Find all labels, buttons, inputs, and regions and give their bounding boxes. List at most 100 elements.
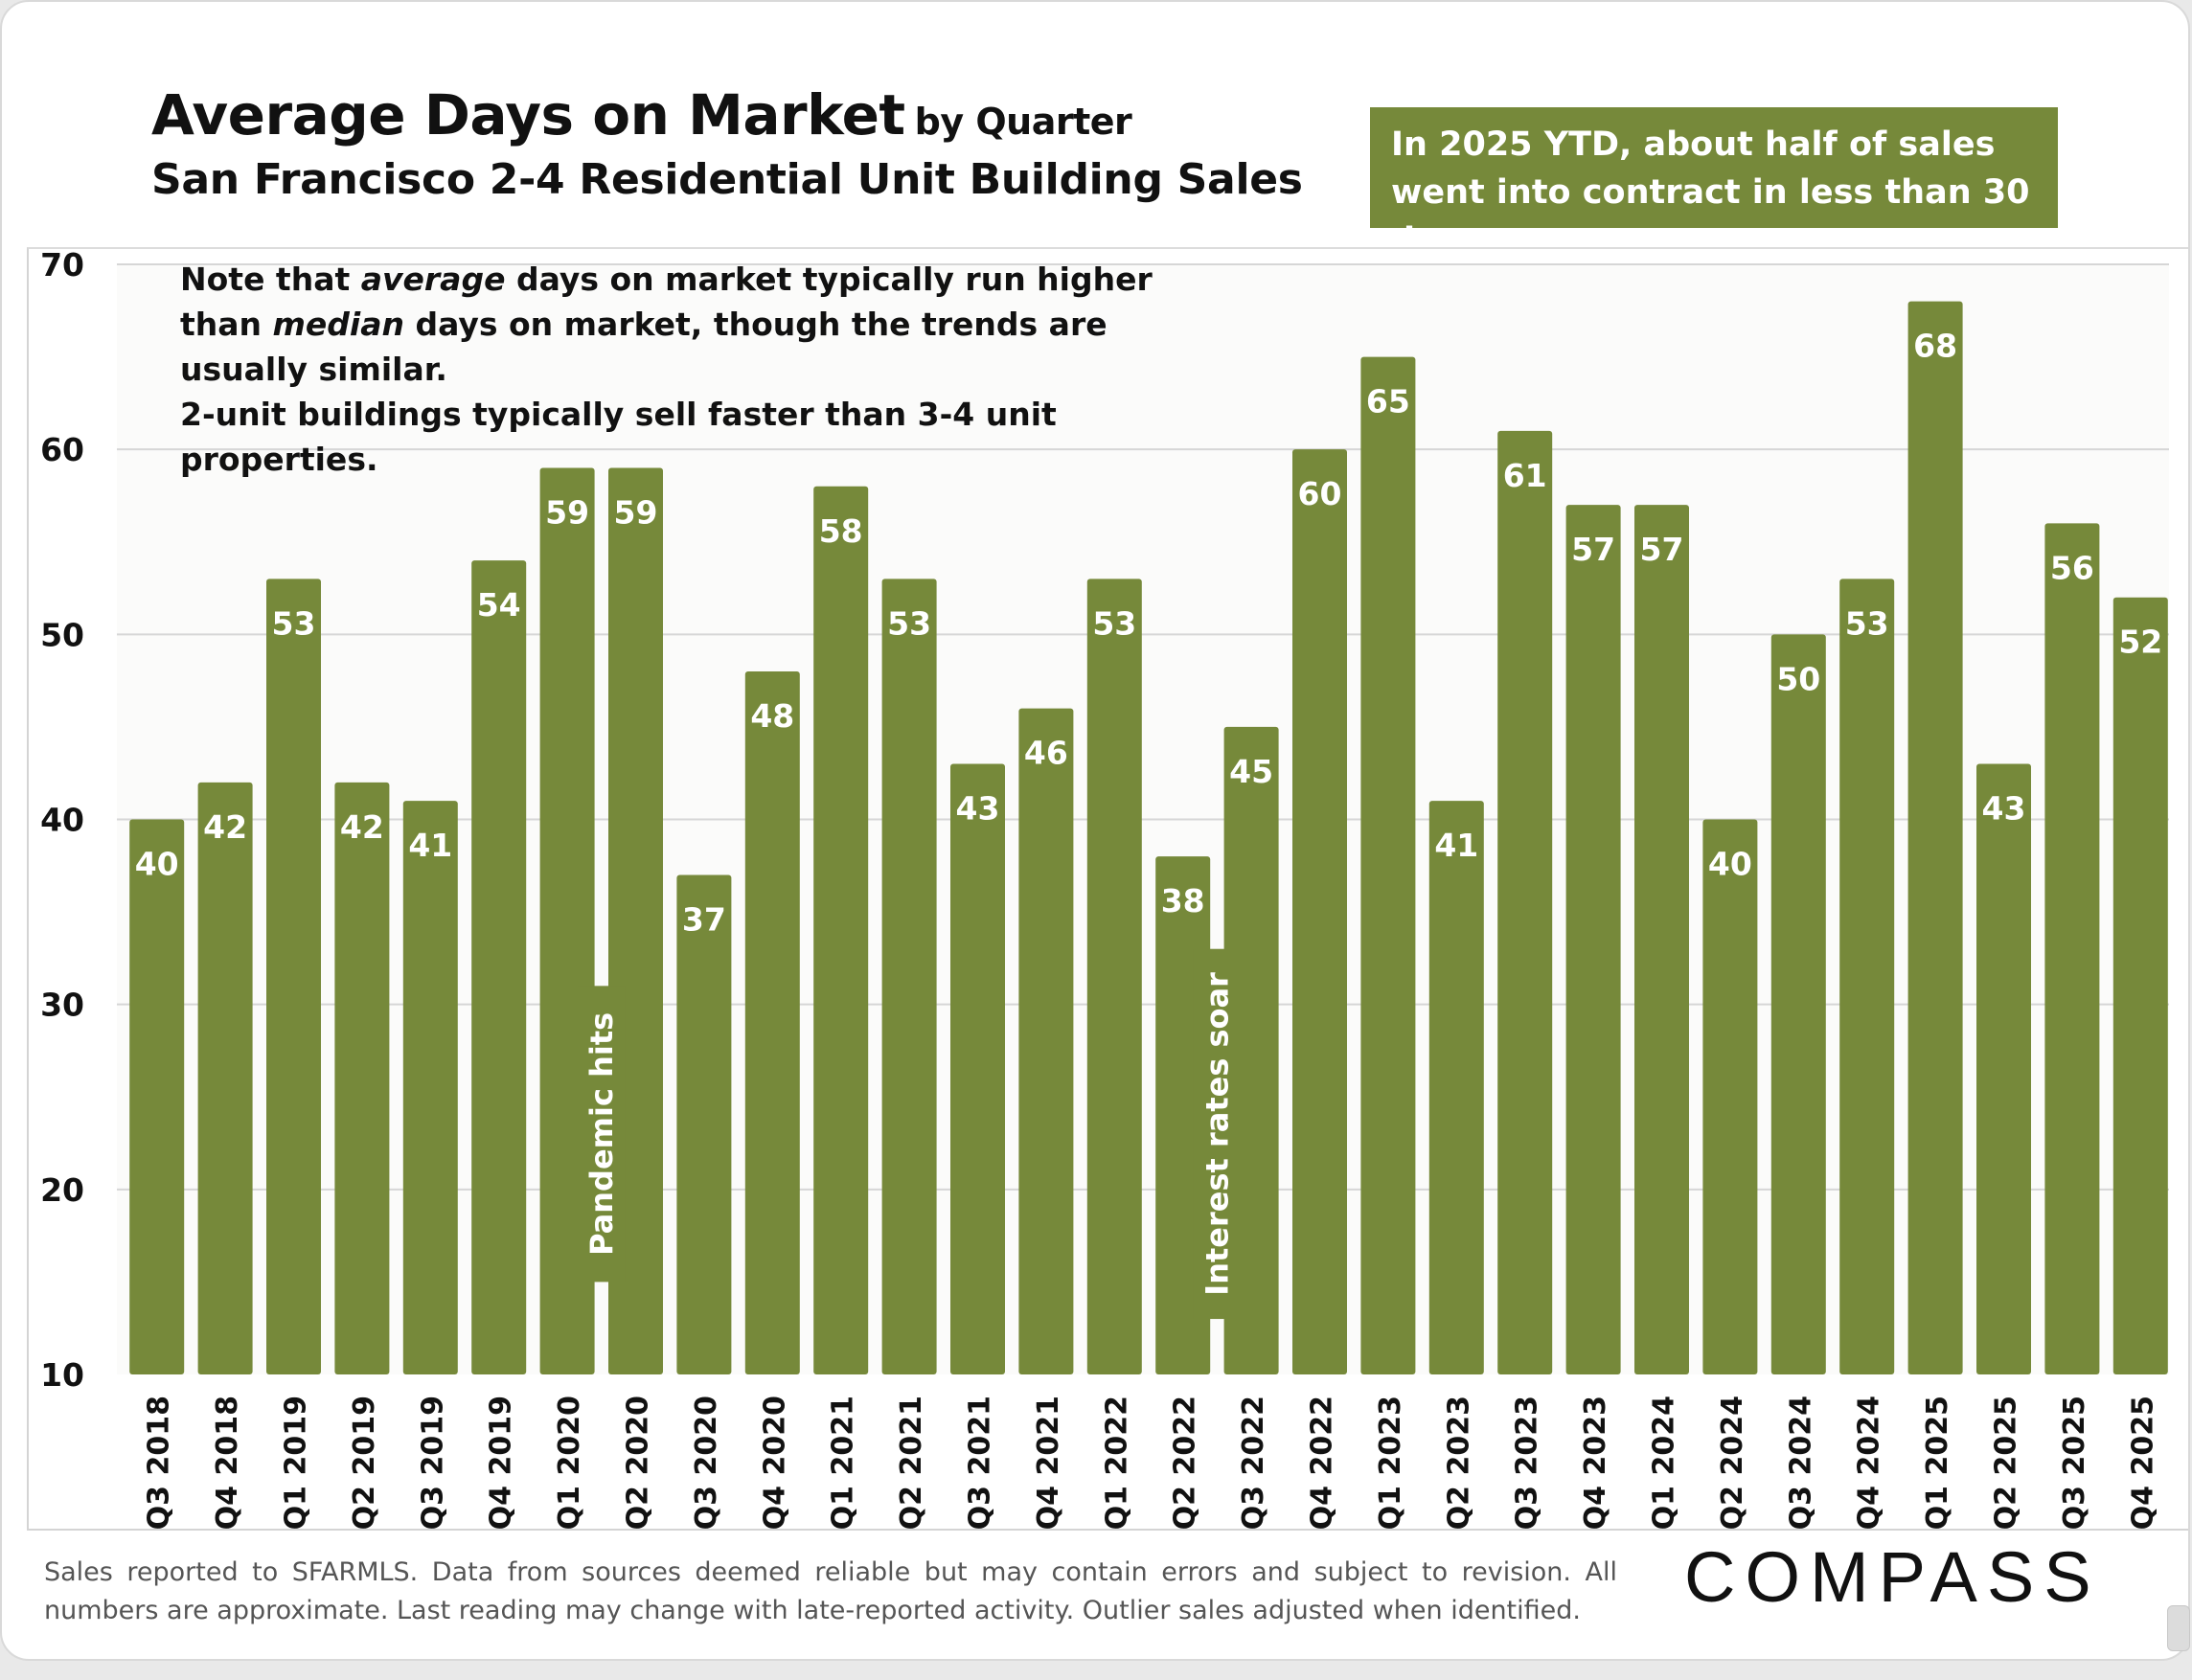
chart-title-suffix: by Quarter bbox=[914, 101, 1132, 143]
bar bbox=[1976, 763, 2031, 1374]
annotation-band bbox=[577, 986, 626, 1283]
x-tick-label: Q4 2025 bbox=[2126, 1396, 2159, 1530]
x-tick-label: Q4 2019 bbox=[485, 1396, 518, 1530]
data-label: 38 bbox=[1161, 882, 1205, 919]
x-tick-label: Q1 2024 bbox=[1648, 1396, 1681, 1530]
bar bbox=[2044, 523, 2100, 1374]
x-tick-label: Q3 2022 bbox=[1237, 1396, 1270, 1530]
data-label: 59 bbox=[614, 493, 658, 531]
x-tick-label: Q3 2023 bbox=[1511, 1396, 1544, 1530]
data-label: 52 bbox=[2118, 624, 2162, 661]
bar bbox=[1565, 505, 1621, 1374]
y-tick-label: 20 bbox=[40, 1171, 84, 1209]
x-tick-label: Q3 2018 bbox=[143, 1396, 176, 1530]
chart-note: Note that average days on market typical… bbox=[180, 257, 1196, 482]
annotation-label: Interest rates soar bbox=[1199, 972, 1235, 1296]
x-tick-label: Q4 2021 bbox=[1032, 1396, 1065, 1530]
chart-title-text: Average Days on Market bbox=[151, 82, 905, 148]
annotation-label: Pandemic hits bbox=[583, 1012, 620, 1256]
bar bbox=[266, 579, 321, 1374]
data-label: 43 bbox=[1982, 790, 2026, 828]
data-label: 68 bbox=[1913, 328, 1957, 365]
data-label: 43 bbox=[956, 790, 1000, 828]
bar bbox=[1018, 708, 1074, 1374]
x-tick-label: Q1 2025 bbox=[1921, 1396, 1954, 1530]
x-tick-label: Q1 2020 bbox=[553, 1396, 586, 1530]
data-label: 40 bbox=[135, 846, 179, 883]
bar bbox=[1086, 579, 1142, 1374]
data-label: 41 bbox=[1434, 827, 1478, 864]
x-tick-label: Q4 2018 bbox=[211, 1396, 244, 1530]
y-tick-label: 50 bbox=[40, 616, 84, 653]
data-label: 45 bbox=[1229, 753, 1273, 790]
bar bbox=[129, 819, 185, 1374]
bar bbox=[1292, 449, 1347, 1375]
data-label: 50 bbox=[1776, 660, 1820, 697]
note-emphasis-median: median bbox=[272, 306, 404, 343]
data-label: 48 bbox=[750, 697, 794, 735]
data-label: 65 bbox=[1366, 383, 1410, 420]
data-label: 53 bbox=[272, 604, 316, 642]
bar bbox=[1770, 634, 1826, 1374]
bar bbox=[1497, 430, 1553, 1375]
y-tick-label: 10 bbox=[40, 1356, 84, 1394]
bar bbox=[950, 763, 1005, 1374]
x-tick-label: Q2 2024 bbox=[1716, 1396, 1749, 1530]
y-tick-label: 40 bbox=[40, 802, 84, 839]
x-tick-label: Q2 2025 bbox=[1990, 1396, 2023, 1530]
data-label: 57 bbox=[1640, 531, 1684, 568]
bar bbox=[1907, 301, 1963, 1375]
bar bbox=[1839, 579, 1895, 1374]
data-label: 40 bbox=[1708, 846, 1752, 883]
footer-disclaimer: Sales reported to SFARMLS. Data from sou… bbox=[44, 1557, 1617, 1625]
x-tick-label: Q3 2019 bbox=[416, 1396, 449, 1530]
data-label: 42 bbox=[203, 808, 247, 846]
compass-logo: COMPASS bbox=[1684, 1537, 2101, 1617]
bar bbox=[881, 579, 937, 1374]
data-label: 37 bbox=[682, 900, 726, 938]
chart-title: Average Days on Market by Quarter bbox=[151, 82, 1303, 148]
x-tick-label: Q3 2024 bbox=[1784, 1396, 1817, 1530]
bar-chart: 10 20 30 40 50 60 70 40 Q3 2018 42 Q4 2018 53 Q1 201… bbox=[40, 246, 2169, 1530]
data-label: 56 bbox=[2050, 549, 2094, 586]
x-tick-label: Q1 2019 bbox=[280, 1396, 313, 1530]
chart-subtitle: San Francisco 2-4 Residential Unit Build… bbox=[151, 155, 1303, 204]
x-tick-label: Q4 2020 bbox=[758, 1396, 791, 1530]
data-label: 53 bbox=[1092, 604, 1136, 642]
note-text-line3: 2-unit buildings typically sell faster t… bbox=[180, 396, 1057, 478]
bar bbox=[813, 486, 869, 1374]
x-tick-label: Q3 2025 bbox=[2058, 1396, 2091, 1530]
data-label: 57 bbox=[1571, 531, 1615, 568]
bar bbox=[1702, 819, 1758, 1374]
bar bbox=[1428, 801, 1484, 1374]
bar bbox=[2112, 597, 2168, 1374]
data-label: 58 bbox=[819, 512, 863, 550]
scrollbar-thumb[interactable] bbox=[2167, 1605, 2190, 1651]
data-label: 46 bbox=[1024, 735, 1068, 772]
x-tick-label: Q3 2020 bbox=[690, 1396, 723, 1530]
y-tick-label: 70 bbox=[40, 246, 84, 284]
bar bbox=[1634, 505, 1689, 1374]
note-text-2: days on market typically run higher than bbox=[180, 261, 1153, 343]
bar bbox=[1360, 356, 1416, 1374]
x-tick-label: Q2 2023 bbox=[1442, 1396, 1475, 1530]
callout-box: In 2025 YTD, about half of sales went in… bbox=[1370, 107, 2058, 260]
data-label: 53 bbox=[1845, 604, 1889, 642]
chart-frame bbox=[27, 247, 2188, 1531]
x-tick-label: Q1 2021 bbox=[827, 1396, 860, 1530]
x-tick-label: Q4 2022 bbox=[1306, 1396, 1339, 1530]
data-label: 59 bbox=[545, 493, 589, 531]
x-tick-label: Q4 2023 bbox=[1579, 1396, 1612, 1530]
bar bbox=[471, 560, 527, 1374]
x-tick-label: Q2 2020 bbox=[622, 1396, 655, 1530]
data-label: 60 bbox=[1298, 475, 1342, 512]
data-label: 54 bbox=[477, 586, 521, 624]
note-text-1: Note that bbox=[180, 261, 361, 298]
bar bbox=[744, 670, 800, 1374]
data-label: 61 bbox=[1503, 457, 1547, 494]
x-tick-label: Q1 2022 bbox=[1100, 1396, 1133, 1530]
bar bbox=[197, 782, 253, 1374]
data-label: 41 bbox=[408, 827, 452, 864]
note-emphasis-average: average bbox=[360, 261, 506, 298]
bar bbox=[676, 874, 732, 1374]
